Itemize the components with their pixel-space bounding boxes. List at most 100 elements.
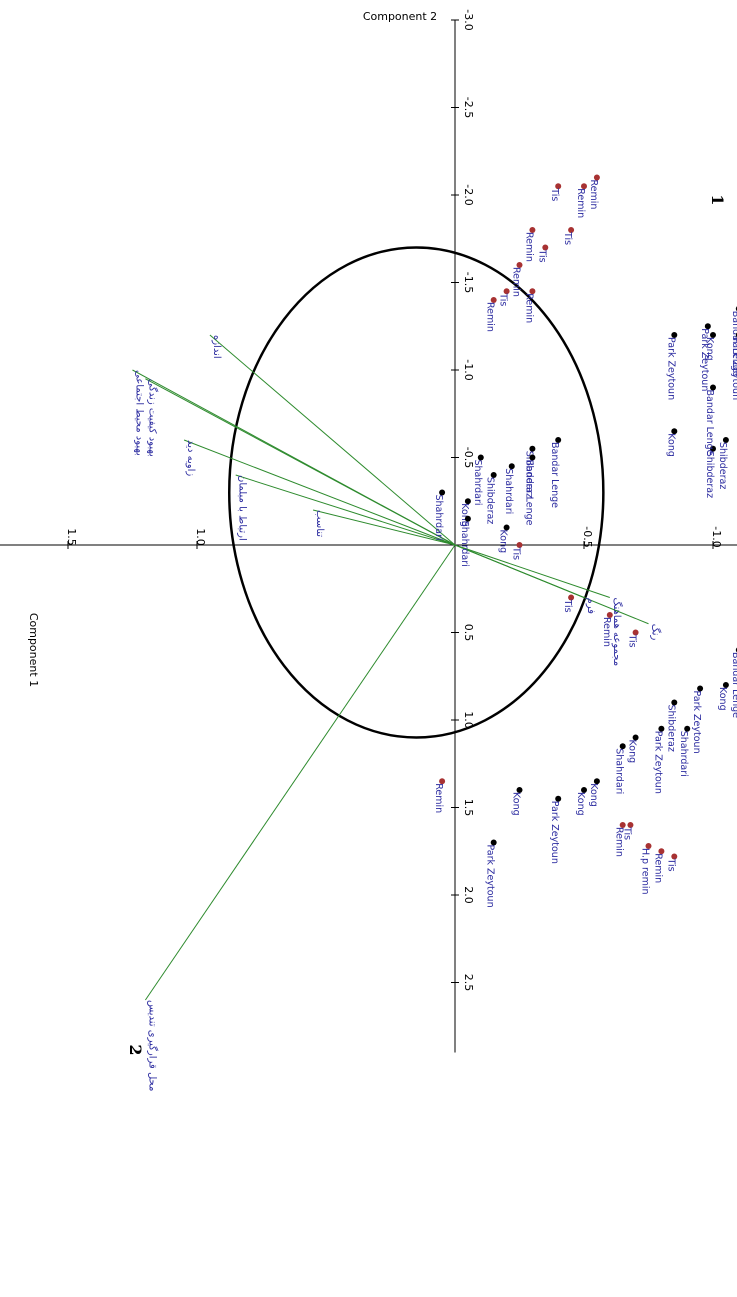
- data-point-label: Kong: [575, 792, 586, 816]
- data-point: [477, 454, 484, 461]
- y-tick-label: 1.5: [65, 528, 78, 546]
- data-point: [671, 428, 678, 435]
- data-point: [671, 699, 678, 706]
- axes: -3.0 -2.5 -2.0 -1.5 -1.0 -0.5 0.5 1.0 1.5 2.0 2.5 -…: [0, 9, 737, 1053]
- data-point: [516, 262, 523, 268]
- x-tick-label: 2.0: [462, 886, 475, 904]
- data-point: [632, 629, 639, 636]
- data-point: [645, 843, 652, 849]
- loading-vector-label: اندازه: [211, 335, 222, 359]
- data-point-label: Kong: [665, 433, 676, 457]
- data-point-label: Remin: [588, 180, 599, 210]
- loading-vector: [145, 378, 456, 546]
- loading-vector-label: محل قرارگیری تندیس: [146, 1000, 158, 1091]
- data-point-label: Kong: [459, 503, 470, 527]
- data-point: [555, 183, 562, 190]
- data-point-label: Tis: [536, 249, 547, 263]
- data-point: [619, 822, 626, 828]
- data-point: [593, 174, 600, 181]
- loading-vector: [454, 544, 610, 598]
- data-point-label: Shahrdari: [459, 521, 470, 567]
- loading-vector-label: زاویه دید: [185, 440, 196, 476]
- loading-vector-label: رنگ: [650, 624, 662, 641]
- cluster-ellipses: 12: [126, 194, 727, 1055]
- loading-vector: [235, 474, 456, 546]
- data-point: [704, 323, 711, 330]
- data-point: [490, 839, 497, 846]
- data-point-label: Remin: [523, 293, 534, 323]
- data-point: [710, 445, 716, 452]
- data-point: [542, 244, 549, 251]
- loading-vectors: بهبود محیط اجتماعی بهبود کیفیت زندگی انداز…: [132, 334, 662, 1091]
- data-point: [722, 682, 729, 688]
- loading-vector-label: ارتباط با مبلمان: [237, 475, 248, 541]
- data-point: [516, 542, 523, 548]
- data-point-label: Remin: [485, 302, 496, 332]
- data-point: [439, 778, 446, 785]
- loading-vector-label: مجموعه هماهنگ: [611, 598, 623, 667]
- data-point-label: Kong: [511, 792, 522, 816]
- x-tick-label: 1.5: [462, 799, 475, 817]
- data-point-label: Kong: [704, 337, 715, 361]
- data-point-label: Tis: [511, 546, 522, 560]
- x-tick-label: -2.0: [462, 184, 475, 205]
- data-point: [503, 524, 510, 531]
- loading-vector: [209, 334, 456, 546]
- data-point: [627, 822, 634, 828]
- data-point-label: Shahrdari: [614, 748, 625, 794]
- y-axis-title: Component 2: [363, 10, 437, 23]
- data-point-label: Tis: [562, 231, 573, 245]
- loading-vector: [144, 544, 456, 1001]
- data-point-label: Bandar Lenge: [730, 311, 737, 377]
- data-point: [710, 332, 716, 338]
- data-point: [632, 734, 639, 741]
- data-point-label: Park Zeytoun: [699, 328, 710, 391]
- data-point: [606, 612, 613, 618]
- data-point-label: Shibderaz: [665, 705, 676, 752]
- data-point-label: Shahrdari: [678, 731, 689, 777]
- data-point: [658, 848, 665, 855]
- data-point-label: Shahrdari: [472, 460, 483, 506]
- loading-vector-label: بهبود محیط اجتماعی: [134, 370, 145, 456]
- data-point-label: Shibderaz: [485, 477, 496, 524]
- x-tick-label: -1.5: [462, 272, 475, 293]
- data-point-label: Remin: [652, 853, 663, 883]
- data-point: [722, 437, 729, 443]
- data-point-label: Shibderaz: [523, 451, 534, 498]
- x-tick-label: 0.5: [462, 624, 475, 642]
- data-point-label: Shibderaz: [717, 442, 728, 489]
- x-tick-label: 1.0: [462, 711, 475, 729]
- data-point: [671, 332, 678, 338]
- data-point-label: Park Zeytoun: [730, 337, 737, 400]
- data-point-label: Remin: [523, 232, 534, 262]
- x-tick-label: 2.5: [462, 974, 475, 992]
- data-point-label: Remin: [575, 188, 586, 218]
- data-point: [529, 288, 536, 295]
- data-point: [490, 297, 497, 303]
- x-tick-label: -2.5: [462, 97, 475, 118]
- data-point-label: Shahrdari: [433, 495, 444, 541]
- x-tick-label: -1.0: [462, 359, 475, 380]
- data-point: [593, 778, 600, 785]
- data-point: [697, 685, 704, 692]
- data-point-label: Kong: [627, 740, 638, 764]
- cluster-label: 2: [126, 1044, 145, 1055]
- data-point-label: Tis: [549, 187, 560, 201]
- data-point: [710, 384, 716, 391]
- data-point: [516, 787, 523, 793]
- loading-vector-label: فرم: [585, 598, 596, 615]
- data-point-label: Tis: [665, 858, 676, 872]
- data-point: [555, 437, 562, 443]
- data-point-label: Bandar Lenge: [549, 442, 560, 508]
- data-point-label: Tis: [621, 826, 632, 840]
- loading-vector-label: بهبود کیفیت زندگی: [146, 379, 158, 457]
- loading-vector: [454, 544, 585, 598]
- data-point-label: H.p remin: [640, 848, 651, 895]
- loading-vector-label: تناسب: [314, 510, 325, 537]
- x-axis-title: Component 1: [27, 613, 40, 687]
- data-point-label: Shibderaz: [704, 451, 715, 498]
- loading-vector: [312, 509, 456, 546]
- y-tick-label: -0.5: [581, 526, 594, 547]
- data-point-label: Park Zeytoun: [665, 337, 676, 400]
